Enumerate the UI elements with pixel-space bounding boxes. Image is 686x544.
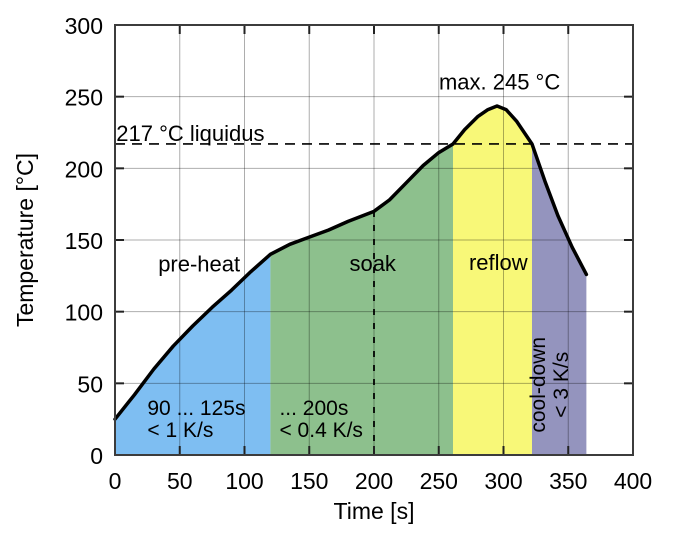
label-liquidus: 217 °C liquidus [116, 121, 264, 146]
y-axis-title: Temperature [°C] [12, 153, 38, 327]
x-axis-title: Time [s] [334, 498, 415, 524]
ytick-label-150: 150 [65, 228, 103, 254]
xtick-label-400: 400 [614, 468, 652, 494]
ytick-label-50: 50 [77, 371, 103, 397]
label-region-pre-heat: pre-heat [158, 252, 240, 277]
xtick-label-300: 300 [484, 468, 522, 494]
label-region-soak: soak [349, 251, 396, 276]
ytick-label-250: 250 [65, 85, 103, 111]
region-pre-heat [115, 254, 271, 455]
xtick-label-150: 150 [290, 468, 328, 494]
xtick-label-0: 0 [109, 468, 122, 494]
annotation-soak-note-line2: < 0.4 K/s [279, 419, 362, 442]
ytick-label-100: 100 [65, 300, 103, 326]
annotation-preheat-note-line2: < 1 K/s [147, 419, 213, 442]
plot-frame [114, 24, 634, 456]
xtick-label-200: 200 [355, 468, 393, 494]
xtick-label-350: 350 [549, 468, 587, 494]
region-reflow [452, 105, 532, 455]
annotation-preheat-note-line1: 90 ... 125s [147, 397, 245, 420]
annotation-cooldown-note-line2: < 3 K/s [550, 352, 573, 418]
region-soak [270, 143, 453, 455]
annotation-max-temp-label: max. 245 °C [439, 70, 560, 95]
ytick-label-0: 0 [90, 443, 103, 469]
ytick-label-200: 200 [65, 156, 103, 182]
xtick-label-50: 50 [167, 468, 193, 494]
annotation-soak-note-line1: ... 200s [279, 397, 348, 420]
label-region-reflow: reflow [469, 250, 528, 275]
curve-temperature-profile [113, 104, 589, 421]
xtick-label-100: 100 [225, 468, 263, 494]
region-cool-down [531, 143, 587, 455]
xtick-label-250: 250 [420, 468, 458, 494]
annotation-cooldown-note-line1: cool-down [527, 337, 550, 433]
ytick-label-300: 300 [65, 13, 103, 39]
